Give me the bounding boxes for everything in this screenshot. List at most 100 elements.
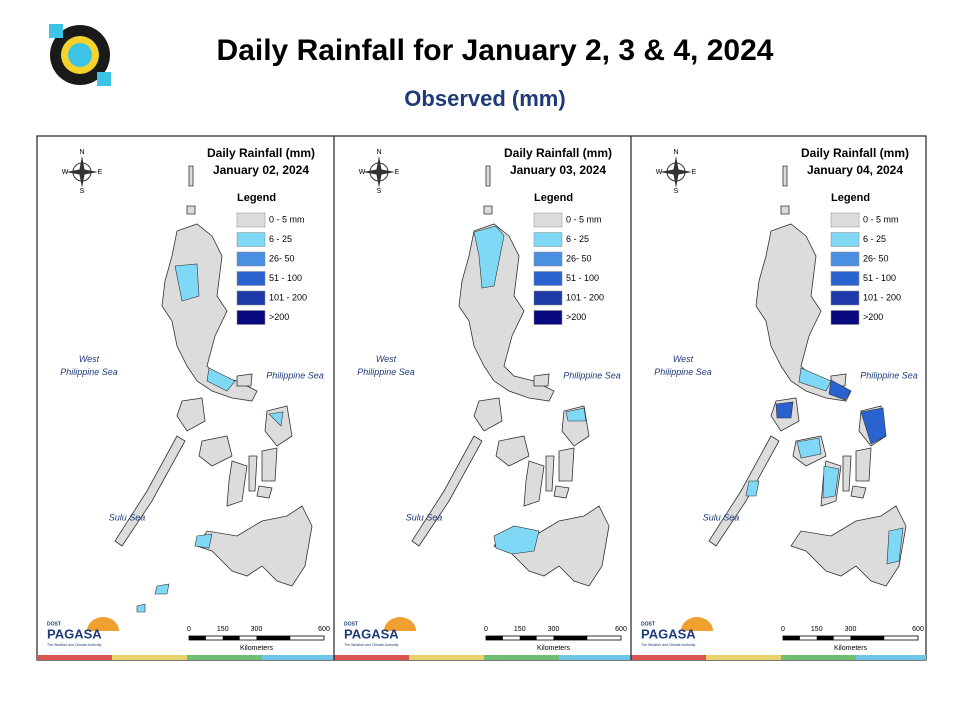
compass-letter: W [62,169,69,176]
sea-label-line: Philippine Sea [654,367,712,377]
rainfall-area [822,465,840,499]
legend-label: 51 - 100 [269,273,302,283]
compass-letter: W [359,169,366,176]
rainfall-area [493,525,540,555]
panel-date: January 04, 2024 [807,163,903,177]
rainfall-area [194,533,213,549]
scale-segment [553,636,588,640]
legend-swatch [533,212,563,228]
legend-label: >200 [269,312,289,322]
panel-date: January 03, 2024 [510,163,606,177]
logo-umbrella [384,617,416,631]
logo-agency: DOST [641,621,655,627]
legend-swatch [533,271,563,286]
legend-swatch [830,232,860,247]
scale-segment [222,636,240,640]
landmass [708,435,780,547]
legend-title: Legend [831,192,870,204]
landmass [533,373,550,387]
scale-label: 150 [514,626,526,633]
compass [66,156,98,188]
frame [36,135,927,661]
legend-label: 0 - 5 mm [566,214,602,224]
landmass [256,485,273,499]
scale-label: 0 [484,626,488,633]
rainfall-area [473,225,505,289]
map-panel: N W E S Daily Rainfall (mm) January 03, 2024 L… [333,136,627,660]
landmass [553,485,570,499]
landmass [545,455,555,492]
scale-label: 150 [811,626,823,633]
landmass [755,223,852,402]
legend-swatch [236,310,266,325]
panel-title: Daily Rainfall (mm) [801,146,909,160]
landmass [264,405,293,447]
scale-label: 0 [781,626,785,633]
sea-label: Philippine Sea [266,370,324,380]
legend-swatch [830,212,860,228]
compass-letter: S [674,188,679,195]
compass-letter: N [79,149,84,156]
landmass [523,460,545,507]
compass [660,156,692,188]
scale-unit: Kilometers [240,645,274,652]
landmass [495,435,530,467]
legend-swatch [830,251,860,267]
compass [363,156,395,188]
sea-label-line: West [79,354,100,364]
legend-label: 101 - 200 [863,292,901,302]
legend-label: 26- 50 [863,253,889,263]
sea-label-line: West [673,354,694,364]
legend-title: Legend [237,192,276,204]
rainfall-area [136,603,146,613]
sea-label: Sulu Sea [109,512,146,522]
landmass [196,505,313,587]
rainfall-area [206,367,236,392]
legend-label: >200 [863,312,883,322]
landmass [188,165,194,187]
compass-letter: N [673,149,678,156]
legend-title: Legend [534,192,573,204]
legend-swatch [830,290,860,306]
landmass [186,205,196,215]
legend-label: 6 - 25 [269,234,292,244]
sea-label: Philippine Sea [563,370,621,380]
sea-label: Philippine Sea [860,370,918,380]
legend-swatch [236,271,266,286]
legend-label: 101 - 200 [269,292,307,302]
landmass [226,460,248,507]
rainfall-area [860,407,887,445]
scale-label: 150 [217,626,229,633]
footer-strip [37,655,926,660]
legend-swatch [533,310,563,325]
sea-label: West Philippine Sea [654,354,712,377]
compass-letter: S [377,188,382,195]
scale-segment [783,636,800,640]
landmass [248,455,258,492]
map-panel: N W E S Daily Rainfall (mm) January 04, 2024 L… [630,136,924,660]
compass-letter: E [692,169,697,176]
sea-label-line: Philippine Sea [357,367,415,377]
legend-label: >200 [566,312,586,322]
logo-name: PAGASA [641,626,696,641]
landmass [842,455,852,492]
logo-tagline: The Weather and Climate Authority [641,643,696,647]
landmass [261,447,278,482]
landmass [780,205,790,215]
rainfall-area [775,401,794,419]
rainfall-area [174,263,200,302]
legend-label: 26- 50 [269,253,295,263]
logo-agency: DOST [344,621,358,627]
legend-label: 6 - 25 [566,234,589,244]
landmass [782,165,788,187]
landmass [473,397,503,432]
logo-umbrella [87,617,119,631]
legend-swatch [236,290,266,306]
sea-label: West Philippine Sea [357,354,415,377]
legend-label: 51 - 100 [863,273,896,283]
legend-swatch [830,271,860,286]
logo-tagline: The Weather and Climate Authority [344,643,399,647]
landmass [411,435,483,547]
landmass [483,205,493,215]
sea-label: Sulu Sea [406,512,443,522]
